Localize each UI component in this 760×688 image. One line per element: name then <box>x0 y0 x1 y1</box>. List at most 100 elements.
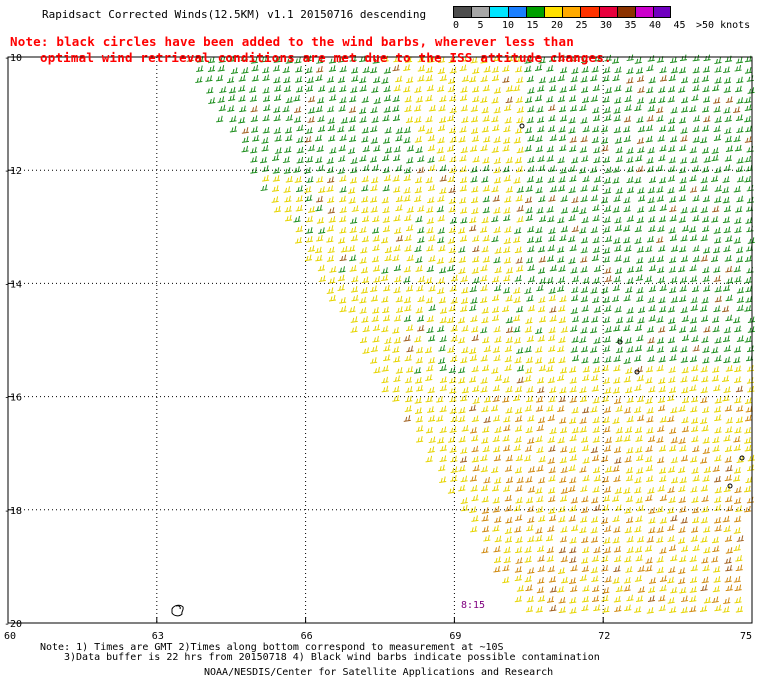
wind-barb <box>548 195 556 202</box>
wind-barb <box>326 225 334 232</box>
wind-barb <box>426 244 434 252</box>
contamination-circle <box>739 455 745 461</box>
wind-barb <box>699 457 708 464</box>
wind-barb <box>414 86 422 93</box>
wind-barb <box>415 176 423 184</box>
wind-barb <box>659 494 667 502</box>
wind-barb <box>670 276 678 283</box>
wind-barb <box>296 156 304 164</box>
wind-barb <box>571 196 579 204</box>
wind-barb <box>549 185 557 193</box>
wind-barb <box>427 144 435 152</box>
wind-barb <box>250 156 258 163</box>
wind-barb <box>670 554 678 562</box>
wind-barb <box>383 106 391 113</box>
wind-barb <box>426 265 434 272</box>
wind-barb <box>439 174 447 182</box>
wind-barb <box>515 536 523 544</box>
wind-barb <box>558 515 566 523</box>
wind-barb <box>493 556 502 564</box>
wind-barb <box>559 115 567 122</box>
wind-barb <box>427 134 435 142</box>
wind-barb <box>590 516 599 523</box>
wind-barb <box>272 175 280 182</box>
wind-barb <box>557 74 565 82</box>
wind-barb <box>428 164 436 172</box>
wind-barb <box>571 67 579 74</box>
wind-barb <box>600 137 609 144</box>
wind-barb <box>736 165 744 173</box>
wind-barb <box>524 546 532 553</box>
wind-barb <box>560 487 568 494</box>
wind-barb <box>658 96 666 103</box>
wind-barb <box>688 226 697 233</box>
wind-barb <box>537 555 545 562</box>
wind-barb <box>548 445 556 452</box>
wind-barb <box>657 135 665 142</box>
wind-barb <box>635 265 643 272</box>
wind-barb <box>636 454 644 462</box>
wind-barb <box>459 235 468 242</box>
wind-barb <box>612 536 620 544</box>
wind-barb <box>361 195 369 203</box>
wind-barb <box>482 185 490 192</box>
wind-barbs <box>186 54 755 614</box>
lat-label: -20 <box>4 619 22 630</box>
wind-barb <box>450 325 458 332</box>
wind-barb <box>527 535 535 543</box>
wind-barb <box>735 385 744 393</box>
wind-barb <box>526 75 534 83</box>
wind-barb <box>626 446 634 454</box>
wind-barb <box>722 186 730 194</box>
wind-barb <box>656 106 664 114</box>
wind-barb <box>648 577 657 584</box>
wind-barb <box>395 195 403 203</box>
wind-barb <box>516 215 524 223</box>
wind-barb <box>480 75 488 82</box>
wind-barb <box>546 546 554 554</box>
wind-barb <box>537 565 545 573</box>
wind-barb <box>471 415 479 423</box>
wind-barb <box>658 215 666 223</box>
wind-barb <box>460 206 468 214</box>
wind-barb <box>744 155 752 163</box>
wind-barb <box>560 66 568 74</box>
wind-barb <box>537 386 545 394</box>
wind-barb <box>383 85 391 93</box>
wind-barb <box>427 156 435 163</box>
wind-barb <box>438 357 446 364</box>
lon-label: 75 <box>740 631 752 642</box>
wind-barb <box>636 165 644 173</box>
wind-barb <box>549 84 557 92</box>
wind-barb <box>392 395 400 402</box>
wind-barb <box>614 255 622 262</box>
wind-barb <box>669 196 677 203</box>
wind-barb <box>724 155 732 162</box>
wind-barb <box>472 155 480 163</box>
wind-barb <box>548 466 556 474</box>
wind-barb <box>614 267 623 274</box>
wind-barb <box>669 234 678 242</box>
wind-barb <box>381 236 389 244</box>
wind-barb <box>395 134 403 142</box>
wind-barb <box>216 115 224 123</box>
wind-barb <box>538 76 546 84</box>
wind-barb <box>601 286 609 294</box>
wind-barb <box>516 106 524 113</box>
wind-barb <box>241 67 249 74</box>
wind-barb <box>250 115 258 123</box>
wind-barb <box>482 336 490 344</box>
wind-barb <box>502 165 510 173</box>
wind-barb <box>546 145 554 153</box>
wind-barb <box>471 267 479 274</box>
wind-barb <box>724 115 732 123</box>
wind-barb <box>480 264 488 272</box>
wind-barb <box>604 114 612 121</box>
wind-barb <box>603 177 611 184</box>
wind-barb <box>483 345 491 353</box>
wind-barb <box>634 176 642 184</box>
wind-barb <box>559 535 568 543</box>
wind-barb <box>734 596 742 604</box>
wind-barb <box>603 205 612 213</box>
wind-barb <box>527 304 535 312</box>
